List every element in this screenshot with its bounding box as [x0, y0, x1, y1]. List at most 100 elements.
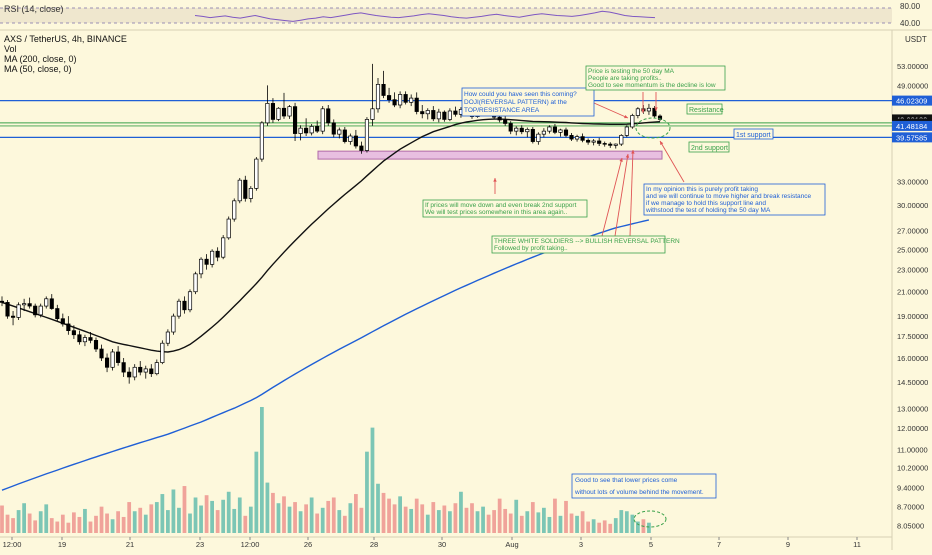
support1-label-text: 1st support [736, 132, 771, 139]
volume-bar [575, 515, 579, 533]
volume-bar [232, 508, 237, 533]
volume-bar [387, 498, 391, 533]
candle-down [304, 127, 309, 134]
price-tick: 10.20000 [897, 464, 928, 473]
soldiers-line-1: THREE WHITE SOLDIERS --> BULLISH REVERSA… [494, 238, 680, 245]
price-tick: 27.00000 [897, 227, 928, 236]
candle-down [563, 129, 569, 136]
candle-down [116, 351, 121, 363]
price-tick: 13.00000 [897, 405, 928, 414]
volume-bar [409, 508, 414, 533]
support2-label: 2nd support [688, 141, 730, 153]
candle-up [364, 119, 370, 151]
volume-bar [597, 522, 602, 533]
time-tick: 11 [853, 540, 861, 549]
volume-bar [569, 513, 574, 533]
rsi-tick-40: 40.00 [900, 19, 921, 28]
candle-down [608, 143, 613, 146]
volume-bar [116, 511, 120, 533]
candle-down [127, 371, 132, 378]
doji-line-1: How could you have seen this coming? [464, 91, 577, 98]
ma-test-line-1: Price is testing the 50 day MA [588, 68, 675, 75]
price-tick: 30.00000 [897, 201, 928, 210]
price-tick: 49.00000 [897, 81, 928, 90]
move-down-line-1: If prices will move down and even break … [425, 202, 577, 209]
candle-up [375, 83, 381, 110]
candle-down [453, 110, 458, 115]
time-tick: 28 [370, 540, 378, 549]
volume-bar [177, 507, 181, 533]
time-tick: 30 [438, 540, 446, 549]
volume-bar [132, 511, 137, 533]
price-tick: 33.00000 [897, 178, 928, 187]
volume-bar [514, 499, 519, 533]
volume-bar [547, 516, 552, 533]
candle-up [635, 108, 640, 116]
time-axis[interactable]: 12:00 19 21 23 12:00 26 28 30 Aug 3 5 7 9 11 [3, 537, 861, 549]
volume-bar [431, 502, 436, 533]
volume-bar [309, 497, 314, 533]
volume-bar [77, 516, 82, 533]
volume-bar [376, 483, 380, 533]
ma50-path [1, 118, 661, 353]
volume-bar [27, 513, 32, 533]
volume-bar [536, 512, 541, 533]
candle-up [409, 97, 414, 103]
volume-bar [553, 498, 557, 533]
rsi-pane: RSI (14, close) 80.00 40.00 [0, 2, 932, 31]
volume-bar [99, 506, 104, 533]
volume-bar [55, 521, 60, 533]
volume-bar [619, 510, 624, 533]
price-axis[interactable]: 53.00000 49.00000 33.00000 30.00000 27.00000… [897, 62, 928, 530]
price-tick: 9.40000 [897, 484, 924, 493]
arrow-head [631, 150, 635, 154]
currency-label: USDT [905, 35, 927, 44]
volume-bar [448, 511, 452, 533]
volume-bar [33, 520, 38, 533]
price-tick: 14.50000 [897, 378, 928, 387]
volume-bar [530, 502, 535, 533]
chart-legend[interactable]: AXS / TetherUS, 4h, BINANCE Vol MA (200,… [4, 34, 127, 74]
candle-down [392, 99, 397, 106]
annotation-doji: How could you have seen this coming? DOJ… [461, 87, 595, 117]
opinion-line-4: withstood the test of holding the 50 day… [645, 207, 771, 214]
candle-down [503, 119, 508, 124]
arrow-head [625, 154, 630, 158]
annotation-arrow [659, 140, 685, 183]
volume-bar [497, 498, 502, 533]
volume-bar [348, 503, 353, 533]
volume-bar [580, 511, 585, 533]
volume-note-line-2: without lots of volume behind the moveme… [574, 489, 704, 496]
volume-bar [337, 510, 342, 533]
volume-bar [188, 513, 192, 533]
price-tick: 16.00000 [897, 354, 928, 363]
volume-bar [38, 511, 43, 533]
price-tag-label: 39.57585 [896, 133, 927, 142]
volume-bar [193, 497, 198, 533]
volume-bar [320, 507, 325, 533]
volume-bar [525, 511, 530, 533]
candle-down [342, 129, 347, 142]
candle-down [99, 348, 104, 359]
candle-up [82, 337, 88, 343]
volume-bar [630, 514, 635, 533]
annotation-ma-test: Price is testing the 50 day MA People ar… [585, 65, 726, 91]
volume-bar [5, 514, 10, 533]
volume-bar [365, 451, 369, 533]
candle-down [60, 318, 65, 325]
candle-up [160, 342, 165, 363]
volume-note-line-1: Good to see that lower prices come [575, 477, 678, 484]
volume-bar [11, 518, 15, 533]
candle-up [154, 362, 159, 375]
retest-zone [317, 150, 663, 160]
symbol-title[interactable]: AXS / TetherUS, 4h, BINANCE [4, 34, 127, 44]
volume-bar [160, 494, 165, 533]
price-tick: 23.00000 [897, 266, 928, 275]
support1-label: 1st support [733, 128, 774, 140]
candle-up [176, 300, 182, 317]
volume-bar [243, 515, 248, 533]
price-tick: 11.00000 [897, 445, 928, 454]
